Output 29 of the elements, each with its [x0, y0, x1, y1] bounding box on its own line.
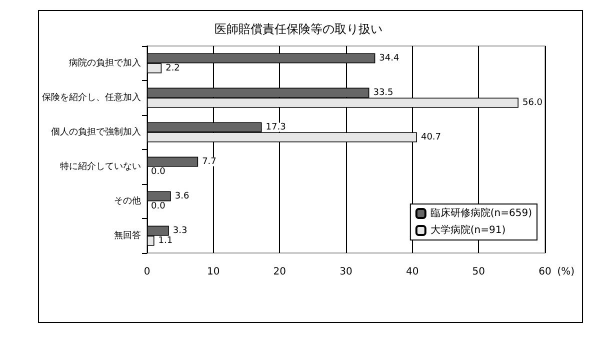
y-tick-label: 無回答: [114, 230, 141, 241]
data-label: 33.5: [373, 88, 394, 98]
x-tick-label: 30: [340, 266, 352, 278]
legend-label: 臨床研修病院(n=659): [430, 207, 532, 219]
data-label: 40.7: [420, 132, 442, 142]
data-label: 1.1: [158, 236, 173, 246]
y-tick-label: 保険を紹介し、任意加入: [42, 92, 141, 103]
x-tick-label: 0: [144, 266, 150, 278]
data-label: 0.0: [151, 201, 166, 212]
y-tick-label: 特に紹介していない: [60, 160, 141, 172]
data-label: 17.3: [266, 122, 286, 132]
x-tick-label: 10: [206, 266, 220, 278]
x-tick-label: 40: [406, 266, 419, 278]
x-tick-label: 20: [273, 266, 286, 278]
data-label: 34.4: [379, 53, 400, 64]
data-label: 3.3: [172, 226, 188, 236]
y-tick-label: 病院の負担で加入: [69, 57, 141, 68]
data-label: 7.7: [202, 156, 216, 167]
x-tick-label: 50: [472, 266, 486, 278]
y-tick-label: 個人の負担で強制加入: [51, 126, 141, 138]
chart-title: 医師賠償責任保険等の取り扱い: [214, 22, 382, 36]
legend-label: 大学病院(n=91): [430, 224, 506, 236]
x-tick-label: 60: [538, 266, 552, 278]
x-axis-title: (%): [557, 266, 575, 278]
data-label: 3.6: [174, 191, 190, 202]
data-label: 56.0: [522, 98, 543, 108]
data-label: 2.2: [166, 63, 180, 74]
data-label: 0.0: [151, 166, 166, 177]
y-tick-label: その他: [114, 195, 141, 206]
